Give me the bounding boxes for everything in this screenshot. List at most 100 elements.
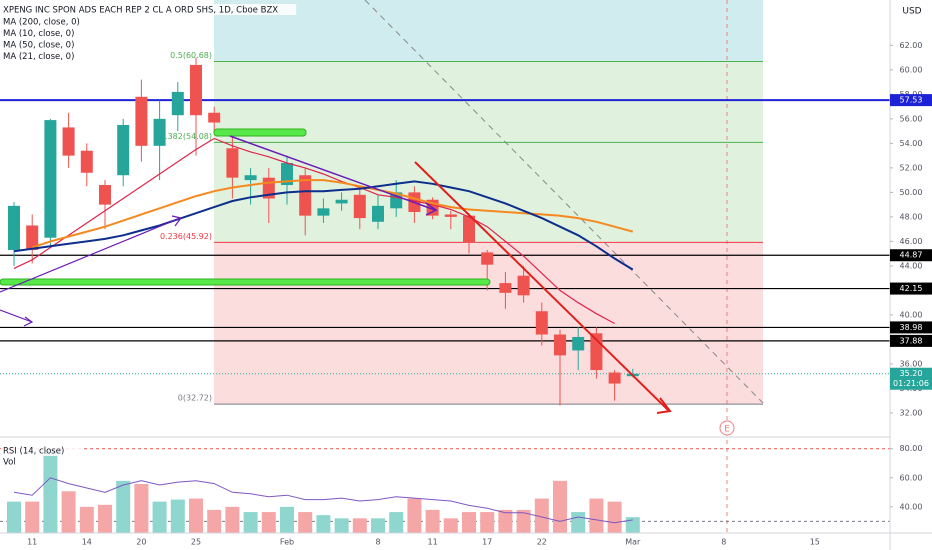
legend-label: MA (21, close, 0) [3, 52, 74, 62]
volume-bar [571, 512, 586, 533]
fib-zone [214, 0, 763, 62]
arrow [229, 135, 436, 211]
last-price-badge [890, 367, 932, 390]
price-badge-label: 44.87 [900, 251, 923, 260]
volume-bar [462, 512, 476, 533]
x-tick-label: 11 [27, 538, 37, 547]
fib-label: 0.236(45.92) [160, 232, 212, 241]
candle-body [26, 225, 39, 250]
legend-bg [1, 16, 99, 27]
y-tick-label: 56.00 [900, 114, 923, 123]
volume-bar [298, 512, 313, 533]
volume-bar [389, 512, 404, 533]
x-tick-label: 25 [191, 538, 201, 547]
highlight [213, 128, 307, 137]
volume-bar [243, 512, 258, 533]
candle-body [80, 150, 93, 173]
volume-bar [553, 480, 567, 533]
volume-bar [25, 501, 40, 533]
price-badge-label: 57.53 [900, 96, 923, 105]
unit-label: USD [902, 7, 921, 17]
volume-bar [170, 499, 185, 533]
volume-bar [7, 501, 21, 533]
volume-bar [98, 504, 112, 533]
rsi-line [13, 477, 633, 524]
x-tick-label: 22 [537, 538, 547, 547]
volume-bar [225, 506, 240, 533]
last-price-label: 35.20 [900, 369, 923, 378]
y-tick-label: 54.00 [900, 139, 923, 148]
price-badge [890, 321, 932, 334]
legend-label: MA (200, close, 0) [3, 18, 80, 28]
fib-zone [214, 242, 763, 405]
candle-body [153, 118, 166, 146]
x-tick-label: Mar [625, 538, 641, 547]
legend-bg [1, 50, 94, 62]
volume-bar [61, 491, 76, 533]
candle-body [171, 91, 184, 116]
candle-body [8, 205, 20, 250]
arrow-head [23, 316, 34, 327]
legend-label: MA (50, close, 0) [3, 41, 74, 51]
candle-body [62, 127, 75, 156]
volume-bar [334, 518, 349, 533]
arrow [0, 309, 33, 323]
legend-bg [1, 456, 21, 467]
x-tick-label: 8 [721, 538, 726, 547]
moving-average [13, 180, 634, 271]
candle-body [299, 175, 312, 216]
y-tick-label: 44.00 [900, 261, 923, 270]
volume-bar [480, 512, 495, 533]
volume-bar [607, 501, 622, 533]
candle-body [353, 194, 366, 219]
volume-bar [152, 501, 167, 533]
x-tick-label: 17 [482, 538, 492, 547]
x-tick-label: 14 [82, 538, 92, 547]
volume-bar [407, 498, 422, 533]
candle-body [244, 175, 257, 181]
y-tick-label: 32.00 [900, 408, 923, 417]
legend-label: XPENG INC SPON ADS EACH REP 2 CL A ORD S… [3, 6, 278, 16]
moving-average [13, 137, 615, 325]
candle-body [99, 185, 111, 205]
y-tick-label: 80.00 [900, 444, 923, 453]
y-tick-label: 60.00 [900, 65, 923, 74]
candle-body [190, 64, 202, 116]
volume-bar [425, 509, 440, 533]
y-tick-label: 40.00 [900, 310, 923, 319]
candle-body [517, 275, 530, 296]
volume-bar [116, 480, 131, 533]
candle-body [44, 120, 57, 238]
candle-body [554, 334, 566, 356]
fib-label: 0.382(54.08) [160, 132, 212, 141]
y-tick-label: 46.00 [900, 237, 923, 246]
candle-body [135, 96, 148, 146]
y-tick-label: 36.00 [900, 359, 923, 368]
candle-body [372, 205, 384, 222]
y-tick-label: 62.00 [900, 41, 923, 50]
x-tick-label: Feb [280, 538, 294, 547]
candle-body [117, 124, 130, 176]
y-tick-label: 48.00 [900, 212, 923, 221]
candle-body [444, 214, 457, 217]
price-badge-label: 42.15 [900, 284, 923, 293]
fib-zone [214, 61, 763, 243]
y-tick-label: 40.00 [900, 502, 923, 511]
candle-body [481, 252, 494, 265]
candle-body [572, 336, 585, 351]
y-tick-label: 50.00 [900, 188, 923, 197]
volume-bar [207, 509, 222, 533]
x-tick-label: 11 [428, 538, 438, 547]
candle-body [463, 215, 475, 243]
fib-label: 0(32.72) [178, 394, 212, 403]
arrow [0, 217, 181, 293]
volume-bar [352, 518, 367, 533]
candle-body [335, 199, 348, 204]
candle-body [499, 283, 512, 293]
candle-body [608, 372, 621, 384]
x-tick-label: 8 [375, 538, 380, 547]
x-tick-label: 15 [810, 538, 820, 547]
arrow [414, 161, 669, 411]
legend-bg [1, 39, 94, 50]
volume-bar [498, 509, 513, 533]
